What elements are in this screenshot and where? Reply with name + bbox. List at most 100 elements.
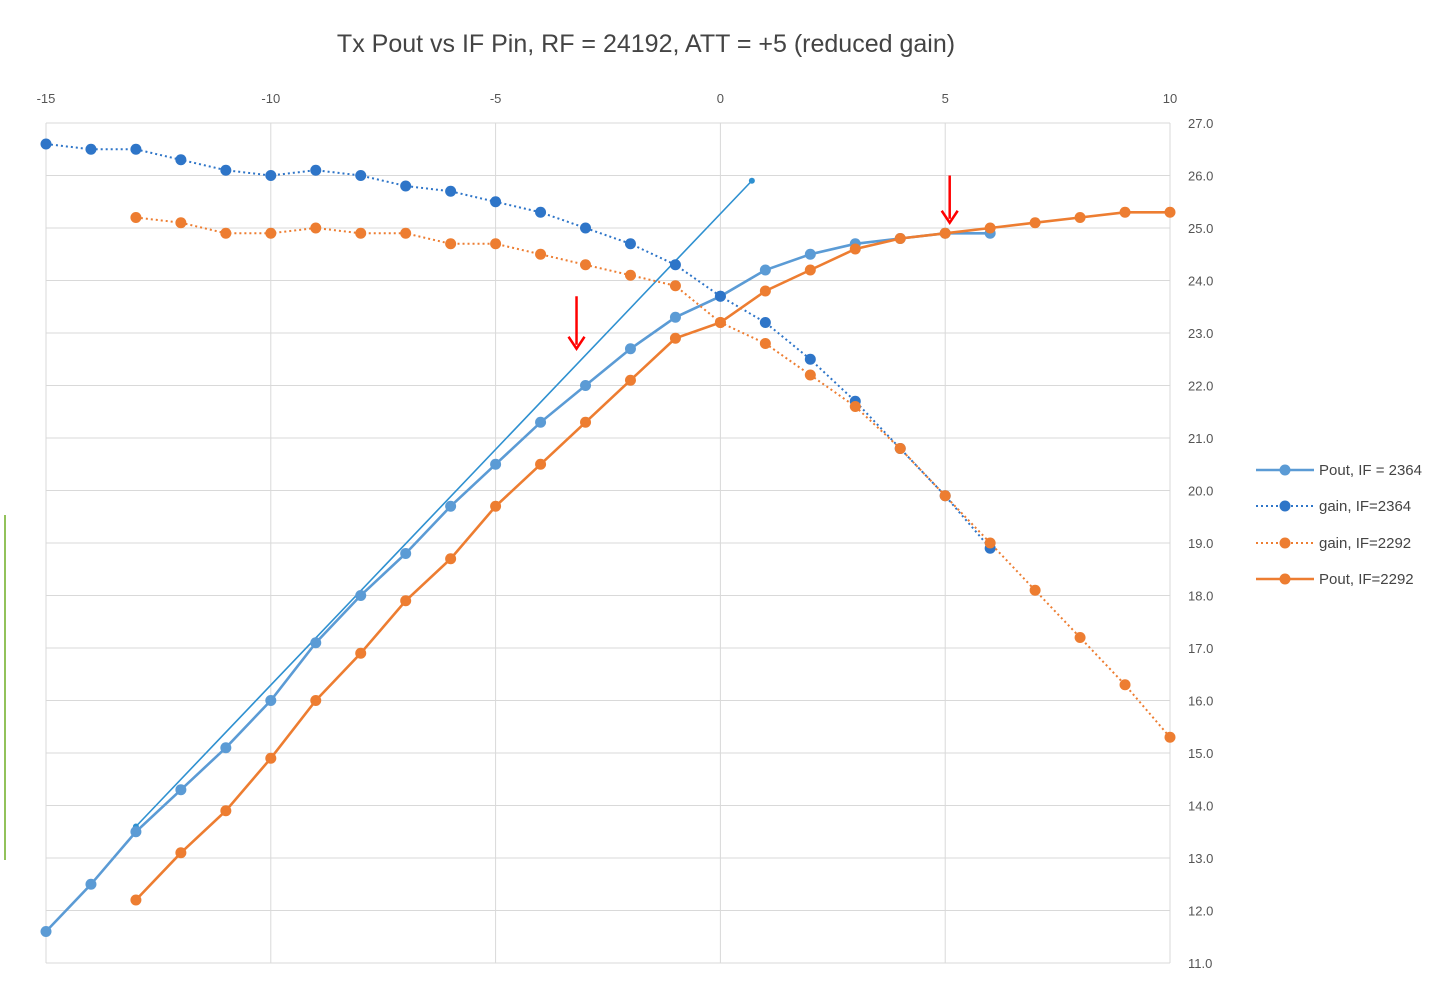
y-tick-label: 19.0 bbox=[1188, 536, 1213, 551]
y-tick-label: 20.0 bbox=[1188, 484, 1213, 499]
data-point bbox=[535, 248, 547, 260]
x-tick-label: 0 bbox=[717, 91, 724, 106]
down-arrow bbox=[940, 175, 959, 226]
down-arrow bbox=[567, 296, 586, 352]
data-point bbox=[984, 537, 996, 549]
data-point bbox=[535, 416, 547, 428]
data-point bbox=[804, 264, 816, 276]
y-tick-label: 22.0 bbox=[1188, 379, 1213, 394]
data-point bbox=[624, 269, 636, 281]
data-point bbox=[804, 353, 816, 365]
data-point bbox=[40, 138, 52, 150]
data-point bbox=[849, 243, 861, 255]
series-0 bbox=[40, 227, 996, 937]
data-point bbox=[490, 500, 502, 512]
data-point bbox=[804, 248, 816, 260]
annotations bbox=[132, 175, 959, 830]
arrow-head bbox=[567, 336, 586, 352]
y-tick-label: 14.0 bbox=[1188, 799, 1213, 814]
data-point bbox=[130, 894, 142, 906]
y-tick-label: 16.0 bbox=[1188, 694, 1213, 709]
data-point bbox=[714, 290, 726, 302]
legend: Pout, IF = 2364 gain, IF=2364 gain, IF=229… bbox=[1256, 462, 1422, 588]
legend-entry: gain, IF=2364 bbox=[1256, 498, 1411, 515]
data-point bbox=[445, 553, 457, 565]
data-point bbox=[759, 338, 771, 349]
legend-marker bbox=[1279, 464, 1291, 476]
data-point bbox=[265, 695, 277, 706]
legend-entry: Pout, IF = 2364 bbox=[1256, 462, 1422, 479]
legend-entry: gain, IF=2292 bbox=[1256, 535, 1411, 552]
x-axis-ticks: -15 -10 -5 0 5 10 bbox=[37, 91, 1178, 106]
legend-label: gain, IF=2292 bbox=[1319, 535, 1411, 552]
arrow-head bbox=[940, 210, 959, 226]
data-point bbox=[130, 826, 142, 838]
y-tick-label: 25.0 bbox=[1188, 221, 1213, 236]
data-point bbox=[175, 784, 187, 796]
data-point bbox=[490, 196, 502, 208]
legend-label: Pout, IF=2292 bbox=[1319, 571, 1414, 588]
data-point bbox=[220, 164, 232, 176]
data-point bbox=[445, 500, 457, 512]
data-point bbox=[85, 878, 97, 890]
data-point bbox=[624, 343, 636, 355]
data-point bbox=[355, 647, 367, 659]
data-point bbox=[220, 227, 232, 239]
chart-title: Tx Pout vs IF Pin, RF = 24192, ATT = +5 … bbox=[337, 30, 955, 58]
data-point bbox=[669, 311, 681, 323]
data-point bbox=[175, 217, 187, 229]
y-tick-label: 24.0 bbox=[1188, 274, 1213, 289]
y-tick-label: 15.0 bbox=[1188, 746, 1213, 761]
data-point bbox=[1029, 217, 1041, 229]
y-tick-label: 17.0 bbox=[1188, 641, 1213, 656]
data-point bbox=[1164, 731, 1176, 743]
legend-label: Pout, IF = 2364 bbox=[1319, 462, 1422, 479]
legend-marker bbox=[1279, 573, 1291, 585]
data-point bbox=[130, 143, 142, 155]
data-point bbox=[445, 238, 457, 250]
data-point bbox=[310, 637, 322, 649]
data-point bbox=[265, 752, 277, 764]
data-point bbox=[400, 595, 412, 607]
y-tick-label: 21.0 bbox=[1188, 431, 1213, 446]
data-point bbox=[535, 206, 547, 218]
data-point bbox=[1119, 206, 1131, 218]
y-tick-label: 23.0 bbox=[1188, 326, 1213, 341]
y-tick-label: 18.0 bbox=[1188, 589, 1213, 604]
data-point bbox=[490, 458, 502, 470]
grid bbox=[45, 122, 1171, 964]
data-point bbox=[669, 332, 681, 344]
data-point bbox=[849, 401, 861, 412]
data-point bbox=[400, 180, 412, 192]
x-tick-label: -10 bbox=[261, 91, 280, 106]
data-point bbox=[580, 259, 592, 271]
data-point bbox=[1074, 632, 1086, 643]
data-point bbox=[400, 227, 412, 239]
data-point bbox=[894, 443, 906, 454]
y-tick-label: 11.0 bbox=[1188, 956, 1212, 971]
data-point bbox=[355, 227, 367, 239]
reference-line bbox=[135, 180, 753, 828]
data-point bbox=[624, 374, 636, 386]
series-1 bbox=[40, 138, 996, 554]
reference-line-end-point bbox=[748, 177, 755, 184]
data-point bbox=[175, 847, 187, 859]
data-point bbox=[624, 238, 636, 250]
data-point bbox=[759, 264, 771, 276]
left-accent-bar bbox=[4, 515, 6, 860]
data-point bbox=[714, 317, 726, 328]
legend-marker bbox=[1279, 500, 1291, 512]
x-tick-label: -5 bbox=[490, 91, 502, 106]
y-tick-label: 27.0 bbox=[1188, 116, 1213, 131]
series-line bbox=[135, 216, 1171, 738]
data-point bbox=[939, 227, 951, 239]
data-point bbox=[445, 185, 457, 197]
y-tick-label: 12.0 bbox=[1188, 904, 1213, 919]
series-line bbox=[45, 232, 991, 933]
y-tick-label: 26.0 bbox=[1188, 169, 1213, 184]
data-point bbox=[580, 222, 592, 234]
data-point bbox=[40, 926, 52, 937]
data-point bbox=[1029, 584, 1041, 596]
series-line bbox=[134, 211, 1170, 901]
